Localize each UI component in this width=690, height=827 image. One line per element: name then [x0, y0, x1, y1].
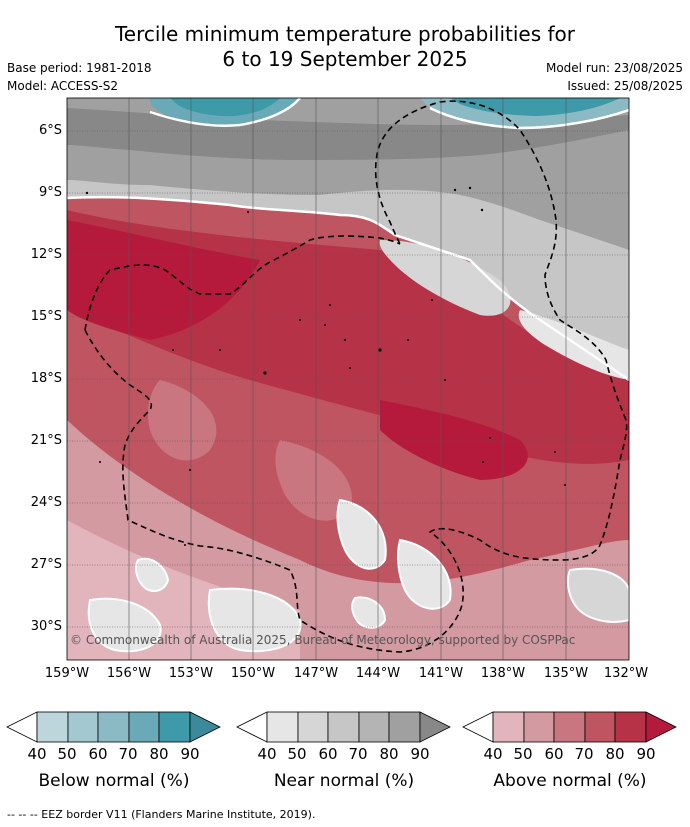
- lat-label-12s: 12°S: [30, 247, 62, 262]
- colorbar-segment: [189, 711, 221, 743]
- lat-label-30s: 30°S: [30, 619, 62, 634]
- tick-label: 70: [574, 745, 594, 763]
- colorbar-segment: [36, 711, 69, 743]
- colorbar-above-normal: [462, 711, 677, 743]
- lat-label-15s: 15°S: [30, 309, 62, 324]
- map-title: Tercile minimum temperature probabilitie…: [0, 22, 690, 72]
- colorbar-segment: [462, 711, 494, 743]
- lon-label-147w: 147°W: [293, 666, 339, 681]
- tick-label: 80: [379, 745, 399, 763]
- tick-label: 40: [483, 745, 503, 763]
- lon-label-144w: 144°W: [355, 666, 401, 681]
- meridians: [128, 98, 567, 660]
- tick-label: 50: [57, 745, 77, 763]
- lon-label-156w: 156°W: [106, 666, 152, 681]
- colorbar-segment: [388, 711, 421, 743]
- colorbar-below-title: Below normal (%): [38, 771, 190, 791]
- colorbar-segment: [67, 711, 99, 743]
- title-line-2: 6 to 19 September 2025: [222, 47, 468, 71]
- colorbar-segment: [358, 711, 390, 743]
- colorbar-segment: [553, 711, 586, 743]
- colorbar-segment: [128, 711, 160, 743]
- tick-label: 90: [636, 745, 656, 763]
- lon-label-135w: 135°W: [543, 666, 589, 681]
- tick-label: 80: [149, 745, 169, 763]
- lat-label-27s: 27°S: [30, 557, 62, 572]
- tick-label: 70: [348, 745, 368, 763]
- meta-right: Model run: 23/08/2025 Issued: 25/08/2025: [546, 59, 683, 95]
- tick-label: 60: [318, 745, 338, 763]
- tick-label: 50: [287, 745, 307, 763]
- lat-label-21s: 21°S: [30, 433, 62, 448]
- colorbar-segment: [614, 711, 647, 743]
- map-frame: [66, 97, 630, 661]
- eez-footnote: -- -- -- EEZ border V11 (Flanders Marine…: [7, 808, 316, 821]
- lon-label-153w: 153°W: [168, 666, 214, 681]
- colorbar-below-normal: [6, 711, 221, 743]
- probability-map: [66, 97, 630, 661]
- title-line-1: Tercile minimum temperature probabilitie…: [114, 22, 576, 46]
- colorbar-segment: [492, 711, 525, 743]
- colorbar-above-title: Above normal (%): [493, 771, 647, 791]
- colorbar-segment: [266, 711, 299, 743]
- colorbar-segment: [158, 711, 191, 743]
- tick-label: 70: [118, 745, 138, 763]
- colorbar-segment: [327, 711, 360, 743]
- colorbar-segment: [645, 711, 677, 743]
- lon-label-159w: 159°W: [44, 666, 90, 681]
- tick-label: 90: [180, 745, 200, 763]
- colorbar-segment: [236, 711, 268, 743]
- meta-left: Base period: 1981-2018 Model: ACCESS-S2: [7, 59, 152, 95]
- copyright-credit: © Commonwealth of Australia 2025, Bureau…: [70, 633, 576, 647]
- colorbar-segment: [97, 711, 130, 743]
- lat-label-6s: 6°S: [38, 123, 62, 138]
- lon-label-141w: 141°W: [418, 666, 464, 681]
- issued-date: Issued: 25/08/2025: [567, 79, 683, 93]
- lon-label-138w: 138°W: [480, 666, 526, 681]
- colorbar-near-title: Near normal (%): [273, 771, 415, 791]
- colorbar-segment: [523, 711, 555, 743]
- colorbar-segment: [584, 711, 616, 743]
- lon-label-132w: 132°W: [603, 666, 649, 681]
- tick-label: 60: [544, 745, 564, 763]
- lat-label-18s: 18°S: [30, 371, 62, 386]
- tick-label: 40: [27, 745, 47, 763]
- tick-label: 90: [410, 745, 430, 763]
- tick-label: 40: [257, 745, 277, 763]
- model-run: Model run: 23/08/2025: [545, 61, 683, 75]
- colorbar-near-normal: [236, 711, 451, 743]
- colorbar-segment: [419, 711, 451, 743]
- tick-label: 80: [605, 745, 625, 763]
- tick-label: 50: [513, 745, 533, 763]
- model-name: Model: ACCESS-S2: [7, 79, 119, 93]
- islands: [85, 186, 566, 546]
- map-field: [67, 98, 629, 660]
- graticule: [67, 130, 629, 628]
- colorbar-segment: [297, 711, 329, 743]
- colorbar-segment: [6, 711, 38, 743]
- base-period: Base period: 1981-2018: [7, 61, 152, 75]
- tick-label: 60: [88, 745, 108, 763]
- lat-label-9s: 9°S: [38, 185, 62, 200]
- lon-label-150w: 150°W: [230, 666, 276, 681]
- lat-label-24s: 24°S: [30, 495, 62, 510]
